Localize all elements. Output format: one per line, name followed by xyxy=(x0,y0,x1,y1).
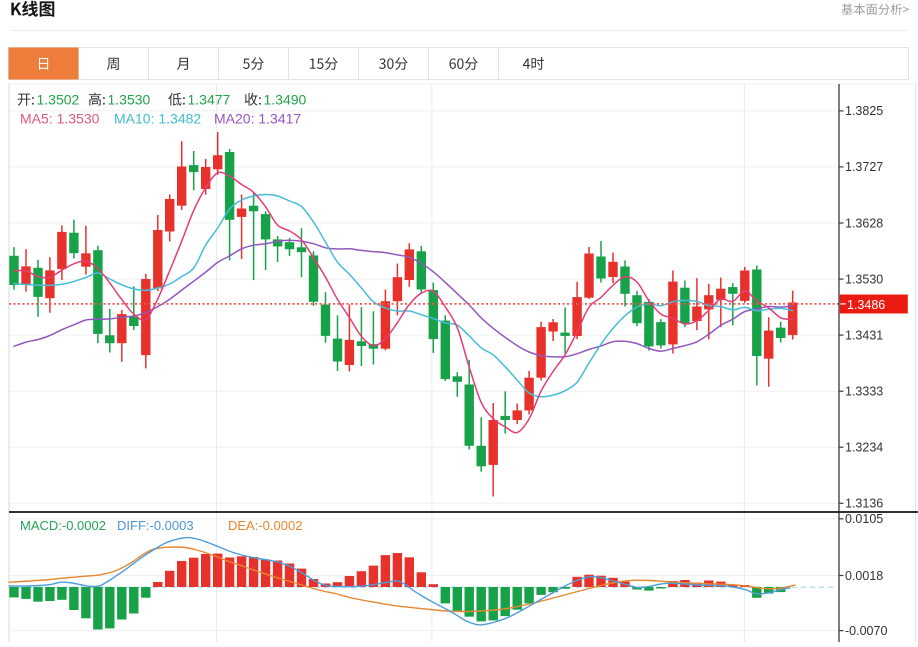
svg-text:1.3530: 1.3530 xyxy=(845,272,883,286)
svg-text:1.3825: 1.3825 xyxy=(845,104,883,118)
svg-text:DEA:-0.0002: DEA:-0.0002 xyxy=(228,518,302,533)
svg-text:DIFF:-0.0003: DIFF:-0.0003 xyxy=(117,518,194,533)
svg-text:0.0018: 0.0018 xyxy=(845,569,883,583)
svg-text:1.3628: 1.3628 xyxy=(845,216,883,230)
svg-text:1.3136: 1.3136 xyxy=(845,497,883,511)
svg-text:1.3431: 1.3431 xyxy=(845,328,883,342)
svg-text:1.3486: 1.3486 xyxy=(847,298,885,312)
svg-text:1.3727: 1.3727 xyxy=(845,160,883,174)
svg-text:MACD:-0.0002: MACD:-0.0002 xyxy=(20,518,106,533)
svg-text:1.3234: 1.3234 xyxy=(845,441,883,455)
svg-text:0.0105: 0.0105 xyxy=(845,512,883,526)
svg-text:-0.0070: -0.0070 xyxy=(845,624,887,638)
svg-text:1.3333: 1.3333 xyxy=(845,385,883,399)
